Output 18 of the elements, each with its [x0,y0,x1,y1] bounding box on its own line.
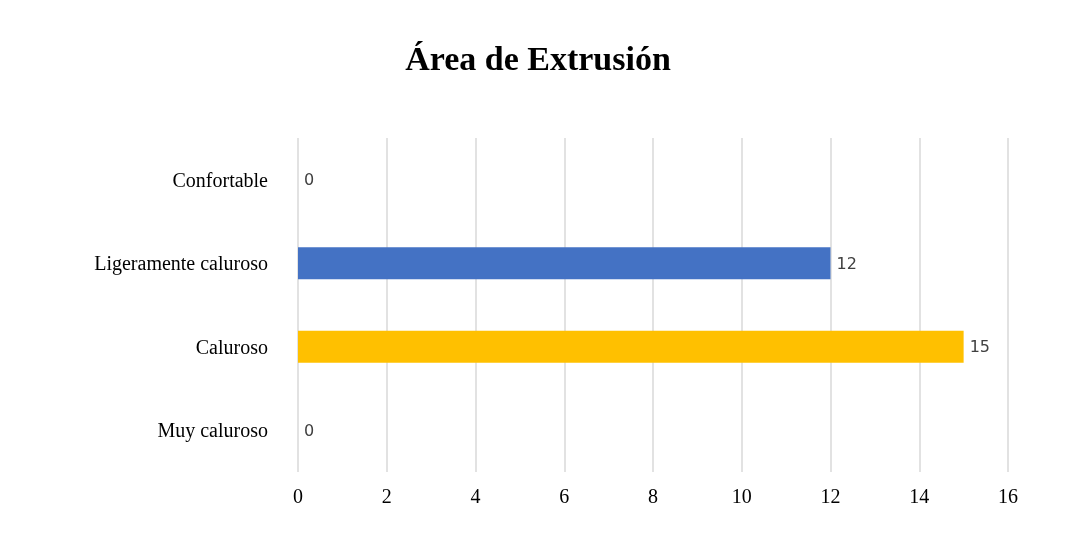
x-tick-label: 14 [909,485,930,507]
x-tick-label: 2 [381,485,392,507]
x-tick-label: 8 [648,485,658,507]
data-label: 15 [969,337,990,357]
y-tick-label: Muy caluroso [157,419,268,443]
data-label: 12 [836,253,857,273]
y-tick-label: Confortable [172,168,269,191]
y-tick-label: Caluroso [195,335,268,358]
data-label: 0 [304,420,315,440]
chart-title: Área de Extrusión [405,39,671,77]
x-tick-label: 16 [998,485,1018,507]
x-tick-label: 6 [559,485,570,507]
x-tick-label: 12 [820,485,841,507]
data-label: 0 [304,170,315,190]
x-tick-label: 4 [470,485,481,507]
x-tick-label: 0 [293,485,303,507]
y-tick-label: Ligeramente caluroso [94,252,268,276]
x-tick-label: 10 [731,485,752,507]
